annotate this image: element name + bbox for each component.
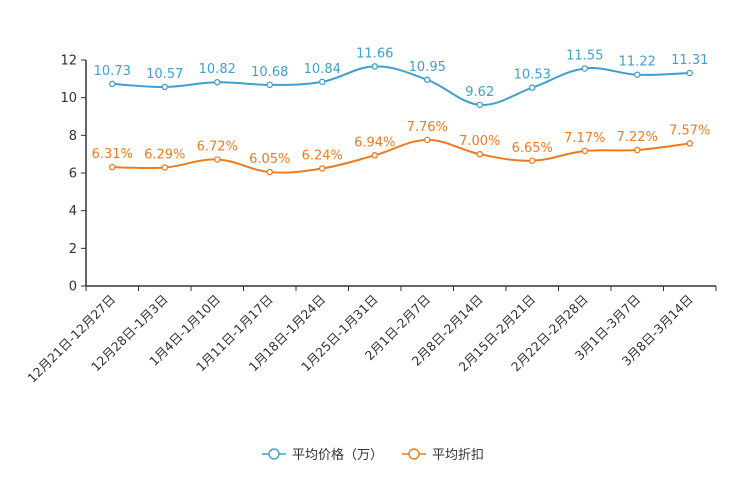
y-tick-label: 6: [69, 167, 77, 182]
y-tick-label: 8: [69, 129, 77, 144]
data-point[interactable]: [476, 101, 483, 109]
data-point[interactable]: [423, 136, 431, 144]
y-tick-label: 12: [60, 54, 77, 69]
data-label: 11.22: [619, 55, 656, 70]
data-point[interactable]: [318, 165, 326, 172]
data-label: 10.68: [251, 65, 288, 80]
data-point[interactable]: [476, 150, 483, 158]
data-label: 11.55: [566, 48, 603, 63]
data-point[interactable]: [109, 80, 116, 88]
y-tick-label: 2: [69, 242, 77, 257]
data-label: 6.05%: [249, 152, 290, 167]
data-label: 6.31%: [92, 147, 133, 162]
legend-item[interactable]: 平均折扣: [402, 448, 484, 463]
data-label: 7.57%: [669, 123, 710, 138]
series-line: [112, 138, 690, 174]
data-label: 6.65%: [512, 141, 553, 156]
data-label: 7.22%: [617, 130, 658, 145]
data-label: 7.17%: [564, 131, 605, 146]
data-point[interactable]: [686, 140, 694, 147]
legend-marker: [268, 448, 280, 460]
data-point[interactable]: [371, 63, 378, 70]
data-point[interactable]: [161, 164, 168, 171]
chart-series: 10.73 10.57 10.82 10.68 10.84 11.66 10.95 9.62 1…: [92, 46, 710, 176]
data-point[interactable]: [581, 65, 589, 72]
legend-label: 平均价格（万）: [292, 447, 383, 463]
data-label: 10.82: [199, 62, 236, 77]
data-point[interactable]: [266, 168, 273, 176]
data-label: 7.76%: [407, 120, 448, 135]
data-label: 11.66: [356, 46, 393, 61]
data-point[interactable]: [529, 157, 536, 165]
data-point[interactable]: [318, 78, 326, 86]
data-label: 10.73: [94, 64, 131, 79]
data-label: 10.57: [146, 67, 183, 82]
x-axis-labels: 12月21日-12月27日12月28日-1月3日1月4日-1月10日1月11日-…: [24, 292, 696, 386]
legend-label: 平均折扣: [432, 448, 484, 463]
data-point[interactable]: [686, 69, 694, 77]
data-point[interactable]: [161, 83, 168, 91]
data-label: 7.00%: [459, 134, 500, 149]
y-tick-label: 4: [69, 204, 77, 219]
data-point[interactable]: [423, 76, 431, 84]
legend-item[interactable]: 平均价格（万）: [262, 447, 383, 463]
data-point[interactable]: [529, 84, 536, 91]
data-label: 10.53: [514, 68, 551, 83]
data-label: 6.29%: [144, 148, 185, 163]
data-label: 6.72%: [197, 139, 238, 154]
data-label: 6.24%: [302, 148, 343, 163]
series-line: [112, 65, 690, 106]
x-tick-label: 12月21日-12月27日: [24, 292, 118, 386]
data-label: 10.84: [304, 62, 341, 77]
data-label: 9.62: [465, 85, 494, 100]
series-0: 10.73 10.57 10.82 10.68 10.84 11.66 10.95 9.62 1…: [94, 46, 708, 109]
chart-legend[interactable]: 平均价格（万） 平均折扣: [262, 447, 484, 463]
data-point[interactable]: [634, 71, 641, 78]
data-label: 11.31: [671, 53, 708, 68]
data-point[interactable]: [581, 147, 589, 155]
data-label: 6.94%: [354, 135, 395, 150]
y-tick-label: 10: [60, 91, 77, 106]
legend-marker: [408, 448, 420, 460]
y-tick-label: 0: [69, 280, 77, 295]
data-point[interactable]: [371, 152, 378, 159]
data-label: 10.95: [409, 60, 446, 75]
data-point[interactable]: [213, 78, 221, 86]
chart-axes: 0 2 4 6 8 10 12: [60, 54, 717, 295]
data-point[interactable]: [634, 146, 641, 154]
data-point[interactable]: [213, 156, 221, 163]
series-1: 6.31% 6.29% 6.72% 6.05% 6.24% 6.94% 7.76% 7.00%…: [92, 120, 710, 176]
data-point[interactable]: [109, 163, 116, 171]
data-point[interactable]: [266, 81, 273, 89]
